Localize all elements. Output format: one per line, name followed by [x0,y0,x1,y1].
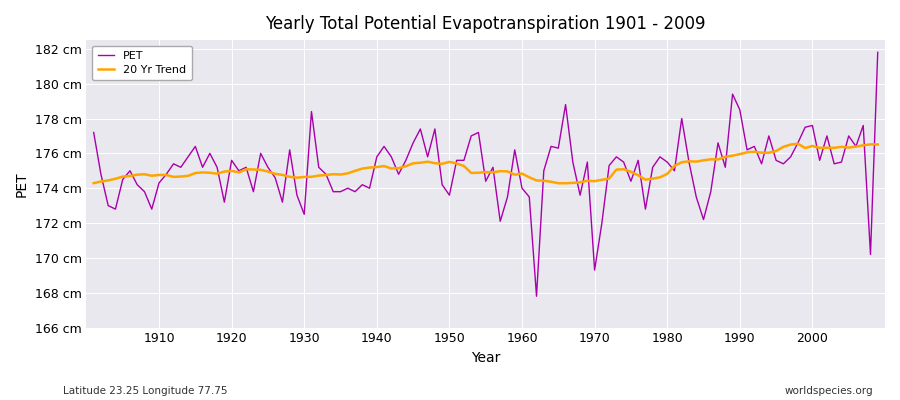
20 Yr Trend [517,171,527,176]
PET [88,130,99,135]
20 Yr Trend [793,141,804,146]
20 Yr Trend [147,173,158,178]
PET [611,154,622,159]
Text: Latitude 23.25 Longitude 77.75: Latitude 23.25 Longitude 77.75 [63,386,228,396]
PET [349,189,360,194]
PET [147,207,158,212]
PET [306,109,317,114]
Title: Yearly Total Potential Evapotranspiration 1901 - 2009: Yearly Total Potential Evapotranspiratio… [266,15,706,33]
Text: worldspecies.org: worldspecies.org [785,386,873,396]
20 Yr Trend [306,174,317,179]
20 Yr Trend [553,181,563,186]
Line: 20 Yr Trend: 20 Yr Trend [94,144,878,183]
X-axis label: Year: Year [471,351,500,365]
20 Yr Trend [88,181,99,186]
PET [872,50,883,55]
Line: PET: PET [94,52,878,296]
20 Yr Trend [611,167,622,172]
20 Yr Trend [872,142,883,147]
PET [531,294,542,299]
Legend: PET, 20 Yr Trend: PET, 20 Yr Trend [92,46,192,80]
PET [509,148,520,152]
20 Yr Trend [349,168,360,173]
PET [517,186,527,191]
20 Yr Trend [509,172,520,177]
Y-axis label: PET: PET [15,171,29,197]
